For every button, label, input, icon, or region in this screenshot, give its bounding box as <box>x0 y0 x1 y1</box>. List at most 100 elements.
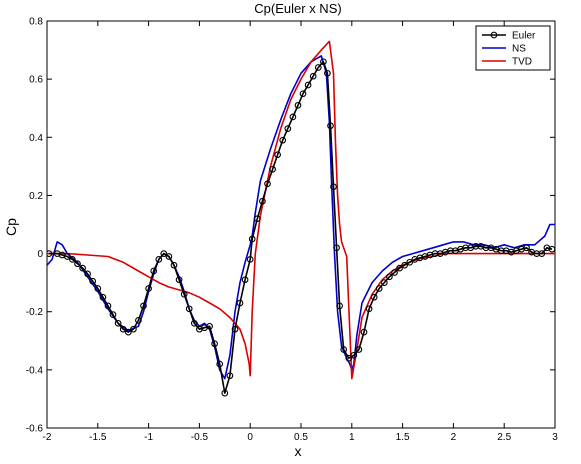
data-point <box>396 264 403 272</box>
y-tick-label: 0.8 <box>29 17 43 28</box>
data-point <box>309 72 317 80</box>
series-line-ns <box>47 55 555 380</box>
series-ns <box>47 55 555 380</box>
legend-marker <box>490 31 498 39</box>
data-point <box>345 354 353 362</box>
data-point <box>365 305 373 313</box>
data-point <box>140 302 147 310</box>
data-point <box>327 122 334 130</box>
series-euler <box>47 58 555 397</box>
legend: Euler NS TVD <box>475 25 551 71</box>
y-tick-label: -0.4 <box>26 365 44 376</box>
data-point <box>320 58 327 66</box>
data-point <box>185 305 193 313</box>
y-axis: -0.6 -0.4 -0.2 0 0.2 0.4 0.6 0.8 <box>26 17 555 435</box>
x-tick-label: -1 <box>144 432 153 443</box>
x-tick-label: 2 <box>451 432 457 443</box>
y-tick-label: 0.4 <box>29 133 43 144</box>
data-point <box>63 253 71 260</box>
data-point <box>548 245 555 253</box>
x-axis: -2 -1.5 -1 -0.5 0 0.5 1 1.5 2 2.5 3 <box>43 21 558 443</box>
data-point <box>145 285 152 292</box>
data-point <box>336 302 343 310</box>
data-point <box>216 360 224 368</box>
y-tick-label: 0.2 <box>29 191 43 202</box>
data-point <box>119 325 127 333</box>
x-tick-label: -0.5 <box>191 432 209 443</box>
data-point <box>231 325 239 333</box>
data-point <box>370 293 378 301</box>
x-tick-label: 1 <box>349 432 355 443</box>
data-point <box>89 277 97 285</box>
x-tick-label: -1.5 <box>89 432 107 443</box>
data-point <box>274 151 281 159</box>
data-point <box>241 276 249 284</box>
data-point <box>135 317 142 324</box>
data-point <box>155 256 163 263</box>
data-point <box>84 270 91 278</box>
data-point <box>47 250 53 257</box>
data-point <box>211 340 218 348</box>
data-point <box>314 64 322 71</box>
x-axis-label: x <box>295 443 302 459</box>
data-point <box>109 311 117 318</box>
data-point <box>350 351 358 359</box>
x-tick-label: 0 <box>247 432 253 443</box>
data-point <box>340 346 348 353</box>
data-point <box>79 264 86 272</box>
data-point <box>391 269 398 276</box>
x-tick-label: 0.5 <box>294 432 308 443</box>
data-point <box>69 256 76 263</box>
data-point <box>330 183 337 191</box>
data-point <box>375 285 383 292</box>
data-point <box>538 250 546 257</box>
data-point <box>289 113 297 121</box>
data-point <box>299 90 307 98</box>
data-point <box>236 299 244 307</box>
data-point <box>190 319 198 327</box>
data-point <box>175 276 183 284</box>
data-point <box>246 256 254 263</box>
data-point <box>248 235 256 243</box>
data-point <box>99 293 107 301</box>
y-tick-label: -0.2 <box>26 307 44 318</box>
data-point <box>74 260 81 268</box>
data-point <box>150 267 158 275</box>
y-tick-label: 0 <box>37 249 43 260</box>
data-point <box>360 328 368 336</box>
data-point <box>170 261 178 269</box>
y-axis-label: Cp <box>3 218 19 236</box>
data-point <box>380 279 388 286</box>
data-point <box>355 346 363 353</box>
series-line-euler <box>49 60 553 394</box>
data-point <box>447 247 454 255</box>
data-point <box>130 325 137 333</box>
x-tick-label: -2 <box>43 432 52 443</box>
data-point <box>523 244 530 252</box>
data-point <box>165 253 173 260</box>
data-point <box>333 244 340 252</box>
data-point <box>180 290 188 298</box>
data-point <box>221 389 229 397</box>
y-tick-label: 0.6 <box>29 75 43 86</box>
data-point <box>124 328 132 336</box>
series-layer <box>47 40 555 397</box>
legend-label-ns: NS <box>512 44 526 55</box>
data-point <box>269 165 276 173</box>
chart-title: Cp(Euler x NS) <box>254 1 341 16</box>
data-point <box>259 197 266 205</box>
data-point <box>279 136 287 144</box>
data-point <box>497 247 505 255</box>
plot-area <box>46 20 556 429</box>
x-tick-label: 1.5 <box>396 432 410 443</box>
data-point <box>406 258 414 266</box>
data-point <box>264 180 271 188</box>
data-point <box>294 101 302 109</box>
x-tick-label: 2.5 <box>497 432 511 443</box>
data-point <box>401 261 408 269</box>
data-point <box>472 242 480 250</box>
data-point <box>324 69 331 77</box>
data-point <box>206 322 213 330</box>
legend-label-tvd: TVD <box>512 57 532 68</box>
